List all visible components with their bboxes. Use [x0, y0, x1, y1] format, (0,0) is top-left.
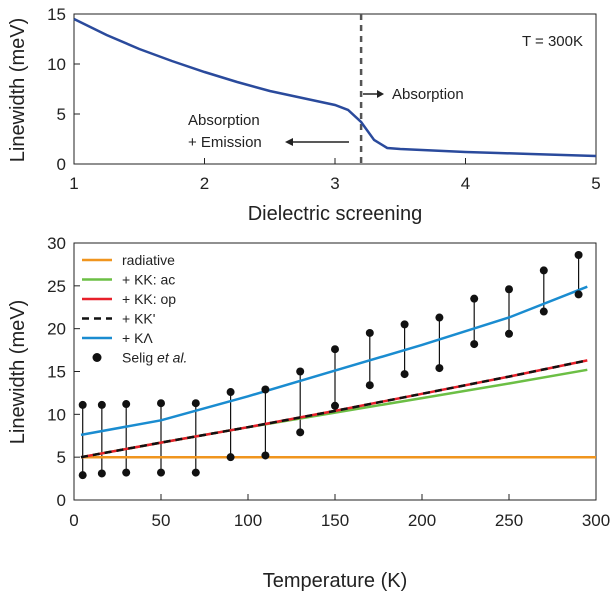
bottom-x-tick-label: 0 — [69, 511, 78, 530]
top-y-tick-label: 10 — [47, 55, 66, 74]
bottom-y-tick-label: 0 — [57, 491, 66, 510]
selig-lower-point — [226, 453, 235, 462]
selig-lower-point — [539, 307, 548, 316]
selig-upper-point — [331, 345, 339, 354]
selig-lower-point — [157, 468, 165, 477]
temperature-annotation: T = 300K — [522, 33, 583, 50]
selig-lower-point — [400, 370, 409, 379]
series-line — [80, 285, 588, 437]
bottom-y-tick-label: 5 — [57, 448, 66, 467]
bottom-y-tick-label: 20 — [47, 320, 66, 339]
bottom-y-tick-label: 30 — [47, 234, 66, 253]
selig-upper-point — [400, 320, 409, 329]
bottom-y-tick-label: 15 — [47, 363, 66, 382]
absorption-emission-annotation-line2: + Emission — [188, 134, 262, 151]
bottom-ticks: 0 50 100 150 200 250 300 0 5 10 15 20 25 30 — [47, 234, 610, 530]
selig-upper-point — [470, 294, 479, 303]
top-y-tick-label: 0 — [57, 155, 66, 174]
legend-label: + KK: op — [122, 291, 176, 307]
selig-upper-point — [365, 328, 374, 337]
legend: radiative + KK: ac + KK: op + KK' + KΛ Selig … — [82, 252, 187, 366]
bottom-x-tick-label: 150 — [321, 511, 349, 530]
selig-lower-point — [97, 469, 106, 478]
absorption-arrow-head — [377, 90, 384, 98]
top-ticks: 1 2 3 4 5 0 5 10 15 — [47, 5, 601, 193]
top-x-tick-label: 4 — [461, 174, 470, 193]
selig-range-bars — [82, 254, 580, 476]
selig-upper-point — [226, 388, 235, 397]
bottom-series-lines — [80, 285, 596, 459]
bottom-x-tick-label: 250 — [495, 511, 523, 530]
linewidth-vs-screening-curve — [73, 17, 597, 158]
bottom-y-tick-label: 25 — [47, 277, 66, 296]
legend-label: radiative — [122, 252, 175, 268]
top-y-axis-label: Linewidth (meV) — [7, 18, 29, 163]
selig-lower-point — [574, 290, 583, 299]
top-x-tick-label: 1 — [69, 174, 78, 193]
selig-upper-point — [574, 250, 583, 259]
top-x-tick-label: 3 — [330, 174, 339, 193]
selig-lower-point — [505, 329, 513, 338]
selig-upper-point — [539, 266, 548, 275]
selig-lower-point — [78, 471, 87, 480]
top-x-tick-label: 5 — [591, 174, 600, 193]
absorption-emission-arrow-head — [285, 138, 293, 146]
selig-upper-point — [505, 285, 513, 294]
top-panel: 1 2 3 4 5 0 5 10 15 T = 300K Absorption Absorpti… — [7, 5, 601, 225]
selig-upper-point — [435, 313, 444, 322]
selig-lower-point — [470, 340, 479, 349]
selig-lower-point — [331, 401, 339, 410]
selig-lower-point — [191, 468, 200, 477]
bottom-x-axis-label: Temperature (K) — [263, 570, 408, 592]
selig-lower-point — [122, 468, 131, 477]
selig-upper-point — [191, 399, 200, 408]
selig-lower-point — [435, 364, 444, 373]
selig-lower-point — [365, 381, 374, 390]
legend-label-selig: Selig et al. — [122, 350, 187, 366]
selig-upper-point — [78, 400, 87, 409]
selig-data-points — [78, 250, 583, 480]
legend-label: + KK: ac — [122, 272, 175, 288]
selig-upper-point — [97, 400, 106, 409]
legend-label: + KK' — [122, 311, 155, 327]
top-y-tick-label: 5 — [57, 105, 66, 124]
top-x-axis-label: Dielectric screening — [248, 203, 423, 225]
top-y-tick-label: 15 — [47, 5, 66, 24]
selig-lower-point — [261, 451, 270, 460]
legend-swatch-dot — [92, 353, 102, 362]
top-x-tick-label: 2 — [200, 174, 209, 193]
selig-upper-point — [122, 400, 131, 409]
series-line — [80, 359, 588, 459]
legend-label: + KΛ — [122, 330, 153, 346]
selig-upper-point — [157, 399, 165, 408]
bottom-x-tick-label: 50 — [152, 511, 171, 530]
selig-upper-point — [261, 385, 270, 394]
bottom-x-tick-label: 100 — [234, 511, 262, 530]
absorption-emission-annotation-line1: Absorption — [188, 112, 260, 129]
bottom-x-tick-label: 200 — [408, 511, 436, 530]
selig-lower-point — [296, 428, 305, 437]
bottom-y-axis-label: Linewidth (meV) — [7, 300, 29, 445]
absorption-annotation: Absorption — [392, 86, 464, 103]
bottom-x-tick-label: 300 — [582, 511, 610, 530]
bottom-panel: 0 50 100 150 200 250 300 0 5 10 15 20 25 30 radiative… — [7, 234, 610, 592]
selig-upper-point — [296, 367, 305, 376]
bottom-y-tick-label: 10 — [47, 405, 66, 424]
